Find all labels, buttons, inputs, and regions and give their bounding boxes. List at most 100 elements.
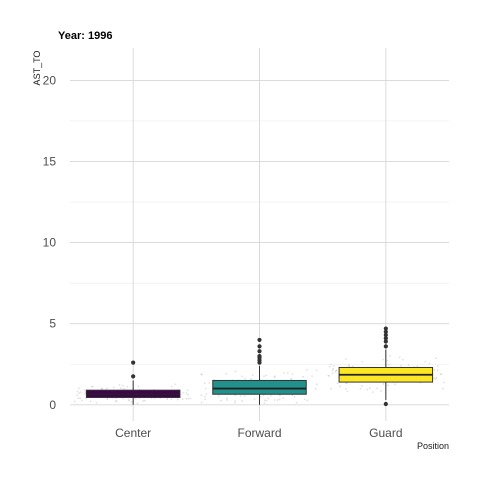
jitter-point	[130, 401, 133, 403]
jitter-point	[344, 387, 347, 390]
jitter-point	[345, 358, 347, 360]
jitter-point	[331, 369, 334, 372]
outlier-point	[383, 401, 388, 407]
jitter-point	[241, 375, 244, 378]
outlier-point	[131, 374, 136, 379]
jitter-point	[225, 372, 228, 375]
jitter-point	[73, 400, 76, 403]
jitter-point	[200, 394, 203, 397]
jitter-point	[204, 398, 207, 400]
jitter-point	[293, 395, 296, 398]
outlier-point	[257, 354, 262, 359]
jitter-point	[368, 387, 371, 389]
jitter-point	[122, 397, 125, 400]
jitter-point	[217, 394, 220, 397]
jitter-point	[382, 383, 385, 385]
outlier-point	[131, 360, 136, 365]
jitter-point	[315, 369, 318, 372]
jitter-point	[126, 385, 129, 388]
jitter-point	[91, 385, 94, 388]
jitter-point	[239, 395, 242, 397]
jitter-point	[241, 400, 243, 402]
jitter-point	[286, 372, 289, 375]
y-tick-label: 20	[43, 73, 57, 87]
jitter-point	[134, 397, 137, 400]
jitter-point	[305, 368, 308, 371]
jitter-point	[253, 398, 256, 401]
jitter-point	[263, 402, 266, 404]
jitter-point	[205, 393, 208, 395]
jitter-point	[166, 398, 169, 400]
jitter-point	[290, 377, 292, 380]
jitter-point	[442, 381, 445, 384]
jitter-point	[336, 382, 339, 385]
jitter-point	[302, 375, 304, 378]
jitter-point	[351, 365, 354, 368]
jitter-point	[328, 374, 330, 377]
jitter-point	[334, 371, 337, 373]
jitter-point	[114, 400, 117, 403]
jitter-point	[185, 397, 188, 400]
jitter-point	[123, 387, 125, 390]
chart-title: Year: 1996	[58, 30, 112, 42]
jitter-point	[366, 388, 369, 391]
jitter-point	[328, 365, 331, 368]
jitter-point	[143, 399, 146, 402]
jitter-point	[174, 383, 177, 386]
jitter-point	[186, 389, 189, 392]
jitter-point	[170, 385, 173, 388]
jitter-point	[273, 376, 276, 379]
jitter-point	[382, 358, 384, 361]
jitter-point	[170, 398, 173, 401]
jitter-point	[106, 387, 108, 390]
jitter-point	[100, 387, 103, 390]
jitter-point	[329, 387, 332, 390]
jitter-point	[441, 387, 444, 390]
jitter-point	[400, 364, 402, 367]
jitter-point	[327, 374, 330, 377]
jitter-point	[127, 398, 130, 401]
jitter-point	[290, 378, 293, 381]
jitter-point	[120, 387, 122, 390]
jitter-point	[436, 365, 439, 367]
jitter-point	[234, 370, 237, 373]
x-tick-label: Forward	[237, 426, 281, 440]
jitter-point	[332, 367, 335, 370]
jitter-point	[439, 373, 442, 376]
jitter-point	[279, 394, 281, 397]
jitter-point	[282, 397, 285, 400]
jitter-point	[348, 365, 351, 368]
jitter-point	[181, 398, 184, 401]
jitter-point	[380, 390, 382, 392]
jitter-point	[339, 385, 341, 388]
jitter-point	[433, 377, 435, 380]
jitter-point	[376, 387, 379, 390]
jitter-point	[394, 383, 396, 386]
jitter-point	[335, 369, 338, 372]
jitter-point	[243, 395, 246, 398]
jitter-point	[278, 398, 281, 401]
jitter-point	[306, 399, 309, 402]
outlier-point	[257, 337, 262, 343]
jitter-point	[407, 364, 410, 366]
jitter-point	[389, 354, 392, 357]
jitter-point	[440, 373, 443, 375]
outlier-point	[383, 332, 388, 338]
grid-layer	[70, 48, 449, 421]
jitter-point	[346, 382, 348, 385]
outlier-point	[383, 326, 388, 331]
x-axis-title: Position	[417, 441, 449, 451]
jitter-point	[314, 388, 317, 390]
jitter-point	[398, 356, 401, 359]
jitter-point	[386, 359, 389, 362]
jitter-point	[265, 374, 268, 377]
jitter-point	[276, 399, 279, 401]
jitter-point	[436, 369, 439, 372]
jitter-point	[269, 394, 272, 397]
jitter-point	[250, 377, 253, 380]
jitter-point	[416, 365, 419, 368]
x-tick-label: Center	[115, 426, 151, 440]
outlier-point	[383, 329, 388, 334]
jitter-point	[128, 399, 131, 402]
